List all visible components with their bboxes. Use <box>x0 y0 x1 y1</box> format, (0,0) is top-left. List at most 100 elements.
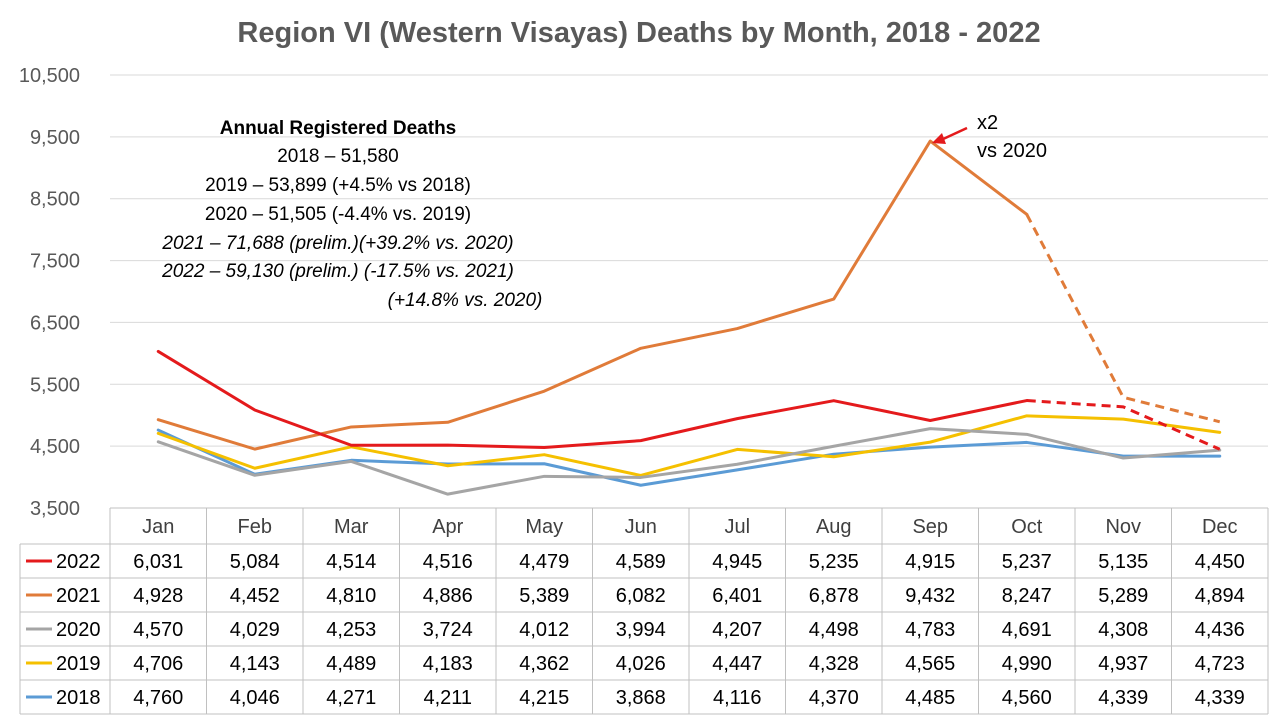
callout-arrow <box>940 126 968 142</box>
x-tick-label: Oct <box>1011 516 1043 538</box>
data-label: 4,760 <box>133 687 183 709</box>
y-tick-label: 8,500 <box>30 189 80 211</box>
data-label: 4,211 <box>423 687 472 709</box>
data-label: 5,135 <box>1098 551 1148 573</box>
y-tick-label: 7,500 <box>30 251 80 273</box>
data-label: 4,308 <box>1098 619 1148 641</box>
x-tick-label: Jan <box>142 516 174 538</box>
data-label: 4,479 <box>519 551 569 573</box>
y-tick-label: 5,500 <box>30 374 80 396</box>
y-tick-label: 4,500 <box>30 436 80 458</box>
data-label: 8,247 <box>1002 585 1052 607</box>
summary-line-2018: 2018 – 51,580 <box>277 146 399 167</box>
data-label: 4,565 <box>905 653 955 675</box>
gridlines <box>110 74 1268 509</box>
summary-heading: Annual Registered Deaths <box>220 118 457 139</box>
y-tick-label: 3,500 <box>30 498 80 520</box>
data-label: 3,994 <box>616 619 666 641</box>
data-label: 4,253 <box>326 619 376 641</box>
data-label: 5,237 <box>1002 551 1052 573</box>
callout-vs-2020: vs 2020 <box>977 140 1047 162</box>
data-label: 4,894 <box>1195 585 1245 607</box>
data-label: 4,012 <box>519 619 569 641</box>
x-tick-label: Feb <box>238 516 272 538</box>
data-label: 6,031 <box>133 551 183 573</box>
legend-label: 2020 <box>56 619 101 641</box>
data-label: 4,570 <box>133 619 183 641</box>
data-label: 4,990 <box>1002 653 1052 675</box>
peak-callout: x2 vs 2020 <box>932 112 1047 162</box>
data-label: 4,516 <box>423 551 473 573</box>
data-label: 4,447 <box>712 653 762 675</box>
data-label: 4,143 <box>230 653 280 675</box>
data-label: 4,560 <box>1002 687 1052 709</box>
data-label: 4,886 <box>423 585 473 607</box>
data-label: 4,207 <box>712 619 762 641</box>
legend-label: 2022 <box>56 551 101 573</box>
data-label: 5,084 <box>230 551 280 573</box>
data-label: 4,723 <box>1195 653 1245 675</box>
data-label: 5,235 <box>809 551 859 573</box>
legend-label: 2018 <box>56 687 101 709</box>
series-lines <box>156 139 1222 496</box>
data-label: 4,810 <box>326 585 376 607</box>
data-label: 6,878 <box>809 585 859 607</box>
series-line-2021 <box>156 139 1029 451</box>
x-tick-label: Aug <box>816 516 852 538</box>
summary-line-2020: 2020 – 51,505 (-4.4% vs. 2019) <box>205 204 471 225</box>
callout-x2: x2 <box>977 112 998 134</box>
x-tick-label: May <box>525 516 563 538</box>
legend-label: 2019 <box>56 653 101 675</box>
data-label: 3,868 <box>616 687 666 709</box>
data-label: 4,450 <box>1195 551 1245 573</box>
data-label: 4,339 <box>1195 687 1245 709</box>
summary-line-2022: 2022 – 59,130 (prelim.) (-17.5% vs. 2021… <box>161 261 514 282</box>
data-label: 4,589 <box>616 551 666 573</box>
data-label: 4,945 <box>712 551 762 573</box>
x-tick-label: Jul <box>724 516 750 538</box>
data-label: 4,215 <box>519 687 569 709</box>
data-label: 4,489 <box>326 653 376 675</box>
data-label: 4,046 <box>230 687 280 709</box>
data-label: 6,082 <box>616 585 666 607</box>
data-label: 4,026 <box>616 653 666 675</box>
data-table: Jan Feb Mar Apr May Jun Jul Aug Sep Oct Nov Dec 2022… <box>19 507 1269 715</box>
data-label: 4,937 <box>1098 653 1148 675</box>
annual-summary-annotation: Annual Registered Deaths 2018 – 51,580 2… <box>161 118 542 311</box>
data-label: 4,339 <box>1098 687 1148 709</box>
data-label: 5,289 <box>1098 585 1148 607</box>
x-tick-label: Dec <box>1202 516 1238 538</box>
series-line-2022 <box>156 349 1029 449</box>
legend-label: 2021 <box>56 585 101 607</box>
y-axis-ticks: 3,500 4,500 5,500 6,500 7,500 8,500 9,500 10,50… <box>19 65 80 520</box>
data-label: 4,271 <box>326 687 376 709</box>
series-line-dashed-2021 <box>1025 213 1221 424</box>
data-label: 4,362 <box>519 653 569 675</box>
x-tick-label: Nov <box>1105 516 1141 538</box>
data-label: 4,706 <box>133 653 183 675</box>
chart-title: Region VI (Western Visayas) Deaths by Mo… <box>237 17 1040 49</box>
callout-arrowhead <box>932 133 946 144</box>
y-tick-label: 10,500 <box>19 65 80 87</box>
data-label: 4,029 <box>230 619 280 641</box>
data-label: 9,432 <box>905 585 955 607</box>
data-label: 4,328 <box>809 653 859 675</box>
series-line-2020 <box>156 427 1222 496</box>
data-label: 4,928 <box>133 585 183 607</box>
data-label: 4,436 <box>1195 619 1245 641</box>
data-label: 4,370 <box>809 687 859 709</box>
y-tick-label: 9,500 <box>30 127 80 149</box>
data-label: 4,498 <box>809 619 859 641</box>
data-label: 4,915 <box>905 551 955 573</box>
x-tick-label: Sep <box>912 516 948 538</box>
summary-line-2019: 2019 – 53,899 (+4.5% vs 2018) <box>205 175 471 196</box>
series-line-dashed-2022 <box>1026 399 1221 451</box>
data-label: 4,183 <box>423 653 473 675</box>
data-label: 3,724 <box>423 619 473 641</box>
y-tick-label: 6,500 <box>30 312 80 334</box>
data-label: 4,485 <box>905 687 955 709</box>
data-label: 4,452 <box>230 585 280 607</box>
summary-line-2022-vs-2020: (+14.8% vs. 2020) <box>388 290 543 311</box>
data-label: 5,389 <box>519 585 569 607</box>
